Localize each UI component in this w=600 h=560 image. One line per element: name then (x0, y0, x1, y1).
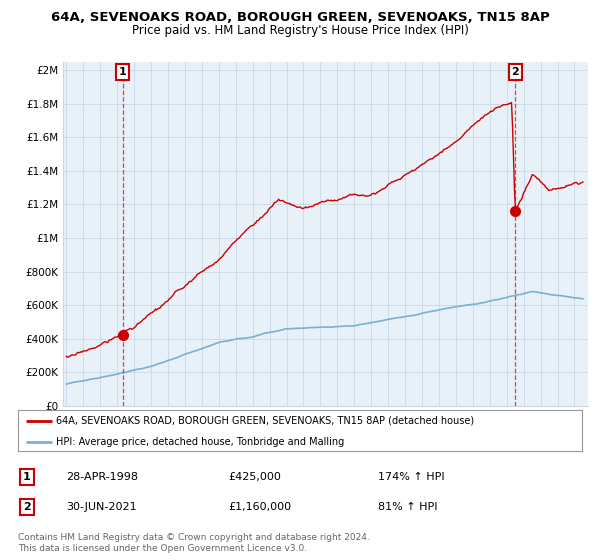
Text: 1: 1 (23, 472, 31, 482)
Text: £425,000: £425,000 (228, 472, 281, 482)
Text: 28-APR-1998: 28-APR-1998 (66, 472, 138, 482)
Text: £1,160,000: £1,160,000 (228, 502, 291, 512)
Text: Price paid vs. HM Land Registry's House Price Index (HPI): Price paid vs. HM Land Registry's House … (131, 24, 469, 36)
Text: 30-JUN-2021: 30-JUN-2021 (66, 502, 137, 512)
Text: This data is licensed under the Open Government Licence v3.0.: This data is licensed under the Open Gov… (18, 544, 307, 553)
Text: 81% ↑ HPI: 81% ↑ HPI (378, 502, 437, 512)
Text: 174% ↑ HPI: 174% ↑ HPI (378, 472, 445, 482)
Text: 64A, SEVENOAKS ROAD, BOROUGH GREEN, SEVENOAKS, TN15 8AP: 64A, SEVENOAKS ROAD, BOROUGH GREEN, SEVE… (50, 11, 550, 24)
Text: HPI: Average price, detached house, Tonbridge and Malling: HPI: Average price, detached house, Tonb… (56, 437, 344, 447)
Text: 64A, SEVENOAKS ROAD, BOROUGH GREEN, SEVENOAKS, TN15 8AP (detached house): 64A, SEVENOAKS ROAD, BOROUGH GREEN, SEVE… (56, 416, 475, 426)
Text: 2: 2 (23, 502, 31, 512)
Text: Contains HM Land Registry data © Crown copyright and database right 2024.: Contains HM Land Registry data © Crown c… (18, 533, 370, 542)
Text: 1: 1 (119, 67, 127, 77)
Text: 2: 2 (511, 67, 519, 77)
